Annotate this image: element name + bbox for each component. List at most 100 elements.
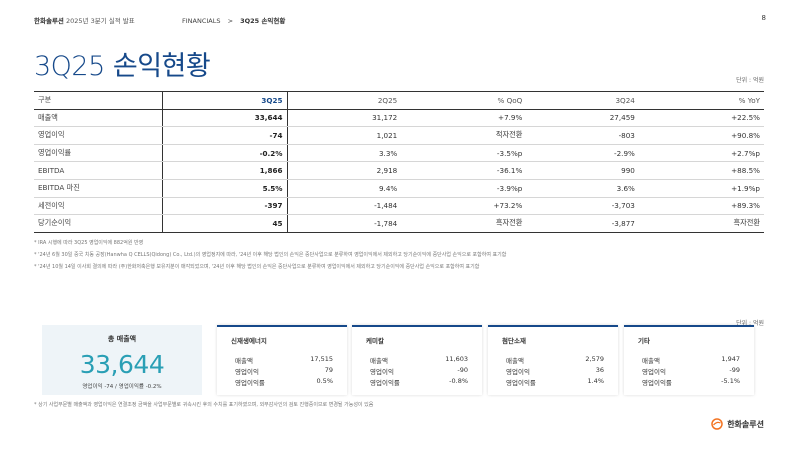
segment-metric-label: 영업이익률 [506,379,536,387]
column-header: % QoQ [401,91,527,110]
company-name: 한화솔루션 [34,17,64,25]
total-revenue-label: 총 매출액 [107,335,137,343]
segment-rows: 매출액 2,579 영업이익 36 영업이익률 1.4% [506,355,604,388]
segment-metric-value: 79 [324,366,333,374]
footnote: * 상기 사업부문별 매출액과 영업이익은 연결조정 금액을 사업부문별로 귀속… [34,402,374,408]
segment-metric-label: 영업이익률 [642,379,672,387]
segment-rows: 매출액 11,603 영업이익 -90 영업이익률 -0.8% [370,355,468,388]
segment-metric-value: -5.1% [721,377,740,385]
segment-metric-label: 매출액 [506,357,524,365]
segment-row: 매출액 2,579 [506,355,604,366]
breadcrumb-current: 3Q25 손익현황 [240,17,286,25]
table-cell: 990 [526,161,639,180]
table-cell: +88.5% [638,161,764,180]
segment-metric-value: 1,947 [721,355,740,363]
segment-row: 영업이익률 -5.1% [642,377,740,388]
breadcrumb: FINANCIALS > 3Q25 손익현황 [182,15,285,25]
table-row: EBITDA 1,866 2,918 -36.1% 990 +88.5% [34,161,764,180]
segment-metric-value: -90 [457,366,468,374]
table-cell: -803 [526,126,639,145]
cards-unit-label: 단위 : 억원 [736,320,764,327]
row-label: EBITDA [34,161,162,180]
table-cell: -397 [161,197,288,216]
table-cell: 9.4% [287,179,402,198]
row-label: 영업이익률 [34,144,162,163]
segment-rows: 매출액 17,515 영업이익 79 영업이익률 0.5% [235,355,333,388]
table-cell: -74 [161,126,288,145]
table-cell: 1,021 [287,126,402,145]
page-title: 3Q25 손익현황 [34,51,211,82]
row-label: 매출액 [34,109,162,128]
segment-row: 영업이익 36 [506,366,604,377]
segment-metric-value: 0.5% [316,377,333,385]
segment-row: 영업이익률 1.4% [506,377,604,388]
page-number: 8 [761,14,766,22]
segment-metric-label: 영업이익 [235,368,259,376]
table-cell: -1,784 [287,214,402,233]
table-cell: 1,866 [161,161,288,180]
row-label: 영업이익 [34,126,162,145]
table-cell: 적자전환 [401,126,527,145]
table-row: 영업이익률 -0.2% 3.3% -3.5%p -2.9% +2.7%p [34,144,764,163]
note-line: * '24년 10월 14일 이사회 결의에 따라 (주)한화저축은행 보유지분… [34,264,480,270]
total-revenue-card: 총 매출액 33,644 영업이익 -74 / 영업이익률 -0.2% [42,325,202,395]
segment-row: 매출액 11,603 [370,355,468,366]
table-row: 매출액 33,644 31,172 +7.9% 27,459 +22.5% [34,109,764,128]
table-cell: 흑자전환 [638,214,764,233]
segment-metric-value: 1.4% [587,377,604,385]
segment-card: 신재생에너지 매출액 17,515 영업이익 79 영업이익률 0.5% [217,325,347,395]
segment-row: 영업이익 79 [235,366,333,377]
segment-metric-label: 영업이익 [370,368,394,376]
breadcrumb-section[interactable]: FINANCIALS [182,17,221,25]
table-cell: -3.5%p [401,144,527,163]
segment-row: 영업이익 -99 [642,366,740,377]
logo-text: 한화솔루션 [727,419,764,429]
table-cell: 5.5% [161,179,288,198]
segment-row: 영업이익률 0.5% [235,377,333,388]
table-cell: +90.8% [638,126,764,145]
row-label: 당기순이익 [34,214,162,233]
table-header-row: 구분 3Q25 2Q25 % QoQ 3Q24 % YoY [34,91,764,110]
row-label: EBITDA 마진 [34,179,162,198]
segment-metric-value: -0.8% [449,377,468,385]
table-cell: 2,918 [287,161,402,180]
report-title: 2025년 3분기 실적 발표 [65,17,135,25]
segment-metric-value: 17,515 [310,355,333,363]
segment-metric-value: 36 [595,366,604,374]
segment-name: 첨단소재 [502,337,526,345]
segment-row: 매출액 1,947 [642,355,740,366]
table-cell: +22.5% [638,109,764,128]
table-row: 영업이익 -74 1,021 적자전환 -803 +90.8% [34,126,764,145]
segment-name: 기타 [638,337,650,345]
company-logo: 한화솔루션 [711,418,764,430]
table-unit-label: 단위 : 억원 [736,77,764,84]
segment-metric-label: 영업이익률 [235,379,265,387]
table-row: 세전이익 -397 -1,484 +73.2% -3,703 +89.3% [34,197,764,216]
table-cell: 33,644 [161,109,288,128]
table-cell: -0.2% [161,144,288,163]
segment-name: 케미칼 [366,337,384,345]
note-line: * '24년 6월 30일 중국 치동 공장(Hanwha Q CELLS(Qi… [34,252,507,258]
segment-name: 신재생에너지 [231,337,267,345]
table-cell: 31,172 [287,109,402,128]
note-line: * IRA 시행에 따라 3Q25 영업이익에 882억원 반영 [34,240,144,246]
segment-row: 영업이익률 -0.8% [370,377,468,388]
table-cell: +1.9%p [638,179,764,198]
segment-metric-label: 영업이익률 [370,379,400,387]
segment-metric-label: 영업이익 [506,368,530,376]
table-cell: 45 [161,214,288,233]
table-cell: +2.7%p [638,144,764,163]
table-cell: 흑자전환 [401,214,527,233]
top-bar: 한화솔루션 2025년 3분기 실적 발표 FINANCIALS > 3Q25 … [34,14,766,29]
breadcrumb-separator: > [227,17,234,25]
column-header: 구분 [34,91,162,110]
table-row: EBITDA 마진 5.5% 9.4% -3.9%p 3.6% +1.9%p [34,179,764,198]
table-cell: -3.9%p [401,179,527,198]
column-header: 3Q24 [526,91,639,110]
segment-metric-label: 매출액 [642,357,660,365]
segment-metric-value: 11,603 [445,355,468,363]
segment-metric-value: -99 [729,366,740,374]
table-cell: +7.9% [401,109,527,128]
column-header: 2Q25 [287,91,402,110]
